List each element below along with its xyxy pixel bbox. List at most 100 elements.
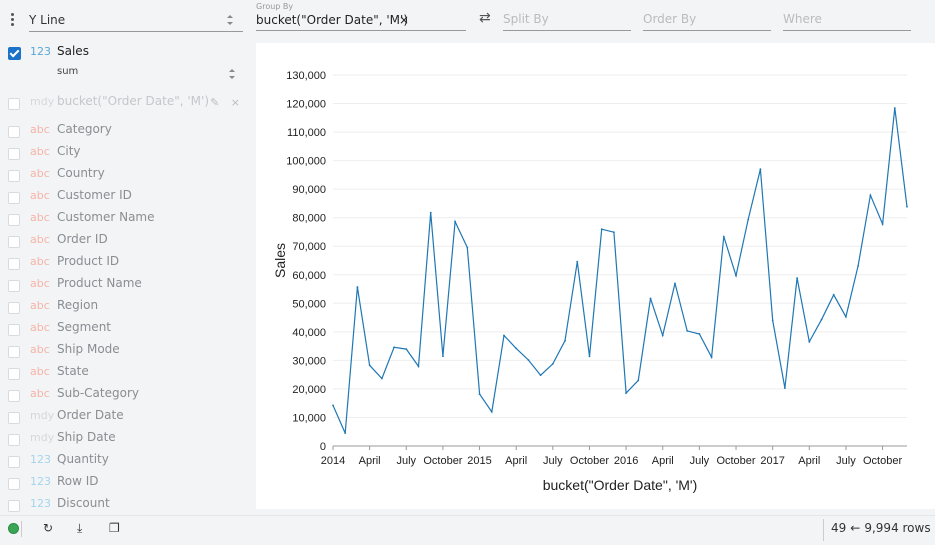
column-row[interactable]: abc Country bbox=[0, 166, 256, 186]
column-row[interactable]: mdy Order Date bbox=[0, 408, 256, 428]
column-checkbox[interactable] bbox=[8, 434, 20, 446]
column-name[interactable]: Quantity bbox=[57, 452, 109, 466]
close-icon[interactable]: × bbox=[399, 13, 410, 27]
column-checkbox-checked[interactable] bbox=[8, 47, 21, 60]
y-tick-label: 70,000 bbox=[292, 241, 326, 253]
column-checkbox[interactable] bbox=[8, 258, 20, 270]
column-row[interactable]: 123 Quantity bbox=[0, 452, 256, 472]
column-checkbox[interactable] bbox=[8, 98, 20, 110]
data-point bbox=[380, 377, 383, 380]
column-name[interactable]: Ship Mode bbox=[57, 342, 120, 356]
column-checkbox[interactable] bbox=[8, 368, 20, 380]
y-tick-label: 0 bbox=[320, 441, 326, 453]
column-name[interactable]: Product ID bbox=[57, 254, 120, 268]
column-name[interactable]: Segment bbox=[57, 320, 111, 334]
column-row[interactable]: abc Order ID bbox=[0, 232, 256, 252]
download-icon[interactable]: ⤓ bbox=[77, 521, 83, 535]
column-name[interactable]: State bbox=[57, 364, 89, 378]
column-name[interactable]: Customer Name bbox=[57, 210, 155, 224]
refresh-icon[interactable]: ↻ bbox=[43, 521, 54, 535]
aggregate-select[interactable]: sum bbox=[57, 66, 239, 82]
group-by-value[interactable]: bucket("Order Date", 'M') bbox=[256, 13, 409, 27]
total-rows: 9,994 rows bbox=[864, 521, 931, 535]
kebab-menu-icon[interactable] bbox=[8, 12, 18, 28]
column-row[interactable]: abc Customer Name bbox=[0, 210, 256, 230]
plugin-select[interactable]: Y Line bbox=[29, 10, 243, 32]
data-point bbox=[417, 365, 420, 368]
column-name[interactable]: Discount bbox=[57, 496, 110, 510]
column-checkbox[interactable] bbox=[8, 236, 20, 248]
column-name[interactable]: City bbox=[57, 144, 81, 158]
data-point bbox=[893, 107, 896, 109]
x-tick-label: 2015 bbox=[467, 455, 491, 467]
active-column-row[interactable]: 123 Sales bbox=[0, 44, 256, 64]
x-tick-label: 2014 bbox=[321, 455, 345, 467]
where-field[interactable]: Where bbox=[783, 10, 911, 31]
group-by-field[interactable]: bucket("Order Date", 'M') × bbox=[256, 10, 466, 31]
swap-icon[interactable]: ⇄ bbox=[479, 10, 491, 26]
column-name[interactable]: Sub-Category bbox=[57, 386, 139, 400]
data-point bbox=[906, 205, 908, 208]
column-checkbox[interactable] bbox=[8, 148, 20, 160]
column-row[interactable]: abc Category bbox=[0, 122, 256, 142]
column-row[interactable]: 123 Discount bbox=[0, 496, 256, 516]
computed-column-row[interactable]: mdy bucket("Order Date", 'M') ✎ × bbox=[0, 94, 256, 114]
column-checkbox[interactable] bbox=[8, 126, 20, 138]
column-name[interactable]: Order Date bbox=[57, 408, 124, 422]
data-point bbox=[783, 387, 786, 389]
column-name[interactable]: Row ID bbox=[57, 474, 99, 488]
split-by-field[interactable]: Split By bbox=[503, 10, 631, 31]
x-tick-label: July bbox=[690, 455, 710, 467]
column-checkbox[interactable] bbox=[8, 324, 20, 336]
column-checkbox[interactable] bbox=[8, 478, 20, 490]
column-row[interactable]: abc Customer ID bbox=[0, 188, 256, 208]
x-tick-label: October bbox=[423, 455, 462, 467]
column-name[interactable]: Sales bbox=[57, 44, 89, 58]
column-name[interactable]: bucket("Order Date", 'M') bbox=[57, 94, 210, 108]
column-name[interactable]: Region bbox=[57, 298, 99, 312]
column-checkbox[interactable] bbox=[8, 280, 20, 292]
data-point bbox=[405, 348, 408, 351]
column-checkbox[interactable] bbox=[8, 346, 20, 358]
column-type: abc bbox=[30, 387, 50, 400]
column-row[interactable]: abc City bbox=[0, 144, 256, 164]
data-point bbox=[393, 346, 395, 349]
column-row[interactable]: abc State bbox=[0, 364, 256, 384]
column-row[interactable]: abc Region bbox=[0, 298, 256, 318]
column-checkbox[interactable] bbox=[8, 412, 20, 424]
column-type: abc bbox=[30, 277, 50, 290]
column-name[interactable]: Product Name bbox=[57, 276, 142, 290]
column-row[interactable]: abc Product Name bbox=[0, 276, 256, 296]
column-checkbox[interactable] bbox=[8, 390, 20, 402]
column-checkbox[interactable] bbox=[8, 500, 20, 512]
column-row[interactable]: abc Sub-Category bbox=[0, 386, 256, 406]
data-point bbox=[637, 379, 640, 382]
chart-panel: 0 10,000 20,000 30,000 40,000 50,000 60,000 70,… bbox=[256, 43, 935, 509]
series-line bbox=[332, 107, 908, 434]
column-row[interactable]: 123 Row ID bbox=[0, 474, 256, 494]
column-row[interactable]: abc Ship Mode bbox=[0, 342, 256, 362]
column-checkbox[interactable] bbox=[8, 456, 20, 468]
column-checkbox[interactable] bbox=[8, 302, 20, 314]
column-name[interactable]: Category bbox=[57, 122, 112, 136]
data-point bbox=[722, 235, 725, 238]
column-name[interactable]: Country bbox=[57, 166, 105, 180]
column-type: abc bbox=[30, 211, 50, 224]
data-point bbox=[735, 274, 737, 277]
column-checkbox[interactable] bbox=[8, 170, 20, 182]
column-checkbox[interactable] bbox=[8, 192, 20, 204]
column-type: abc bbox=[30, 343, 50, 356]
column-checkbox[interactable] bbox=[8, 214, 20, 226]
column-name[interactable]: Customer ID bbox=[57, 188, 132, 202]
x-tick-label: April bbox=[798, 455, 820, 467]
column-row[interactable]: abc Segment bbox=[0, 320, 256, 340]
column-name[interactable]: Ship Date bbox=[57, 430, 116, 444]
close-icon[interactable]: × bbox=[230, 96, 240, 109]
column-row[interactable]: mdy Ship Date bbox=[0, 430, 256, 450]
column-name[interactable]: Order ID bbox=[57, 232, 108, 246]
edit-icon[interactable]: ✎ bbox=[210, 96, 220, 109]
order-by-field[interactable]: Order By bbox=[643, 10, 771, 31]
column-type: 123 bbox=[30, 45, 51, 58]
column-row[interactable]: abc Product ID bbox=[0, 254, 256, 274]
copy-icon[interactable]: ❐ bbox=[109, 521, 120, 535]
